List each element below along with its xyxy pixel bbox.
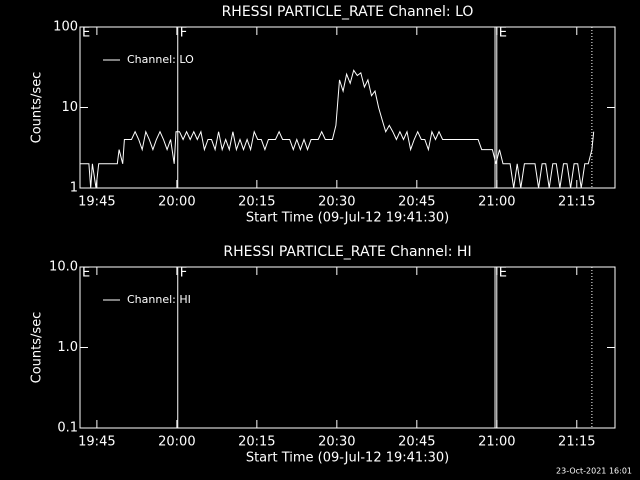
x-tick-label: 20:45 [398, 435, 435, 450]
legend-label: Channel: HI [127, 293, 191, 306]
x-tick-label: 20:45 [398, 195, 435, 210]
x-tick-label: 20:15 [238, 435, 275, 450]
marker-label: F [180, 266, 187, 281]
x-tick-label: 19:45 [78, 195, 115, 210]
y-axis-label: Counts/sec [30, 72, 45, 144]
x-tick-label: 20:00 [158, 195, 195, 210]
y-axis-label: Counts/sec [30, 312, 45, 384]
x-tick-label: 19:45 [78, 435, 115, 450]
chart-title: RHESSI PARTICLE_RATE Channel: HI [223, 244, 471, 260]
chart-title: RHESSI PARTICLE_RATE Channel: LO [222, 4, 474, 20]
footer: 23-Oct-2021 16:01 [556, 467, 632, 476]
plot-frame [79, 266, 616, 429]
x-axis-label: Start Time (09-Jul-12 19:41:30) [246, 451, 449, 466]
x-tick-label: 20:00 [158, 435, 195, 450]
x-axis-label: Start Time (09-Jul-12 19:41:30) [246, 211, 449, 226]
x-tick-label: 21:15 [558, 195, 595, 210]
x-tick-label: 21:00 [478, 435, 515, 450]
x-tick-label: 20:30 [318, 195, 355, 210]
y-tick-label: 1.0 [57, 340, 78, 355]
legend-label: Channel: LO [127, 53, 194, 66]
y-tick-label: 0.1 [57, 421, 78, 436]
y-tick-label: 10.0 [49, 260, 78, 275]
x-tick-label: 21:00 [478, 195, 515, 210]
x-tick-label: 21:15 [558, 435, 595, 450]
x-tick-label: 20:15 [238, 195, 275, 210]
marker-label: E [82, 266, 90, 281]
marker-label: E [499, 26, 507, 41]
y-tick-label: 10 [61, 100, 78, 115]
x-tick-label: 20:30 [318, 435, 355, 450]
marker-label: F [180, 26, 187, 41]
data-line [80, 69, 595, 189]
marker-label: E [82, 26, 90, 41]
y-tick-label: 100 [53, 20, 78, 35]
marker-label: E [499, 266, 507, 281]
y-tick-label: 1 [70, 181, 78, 196]
